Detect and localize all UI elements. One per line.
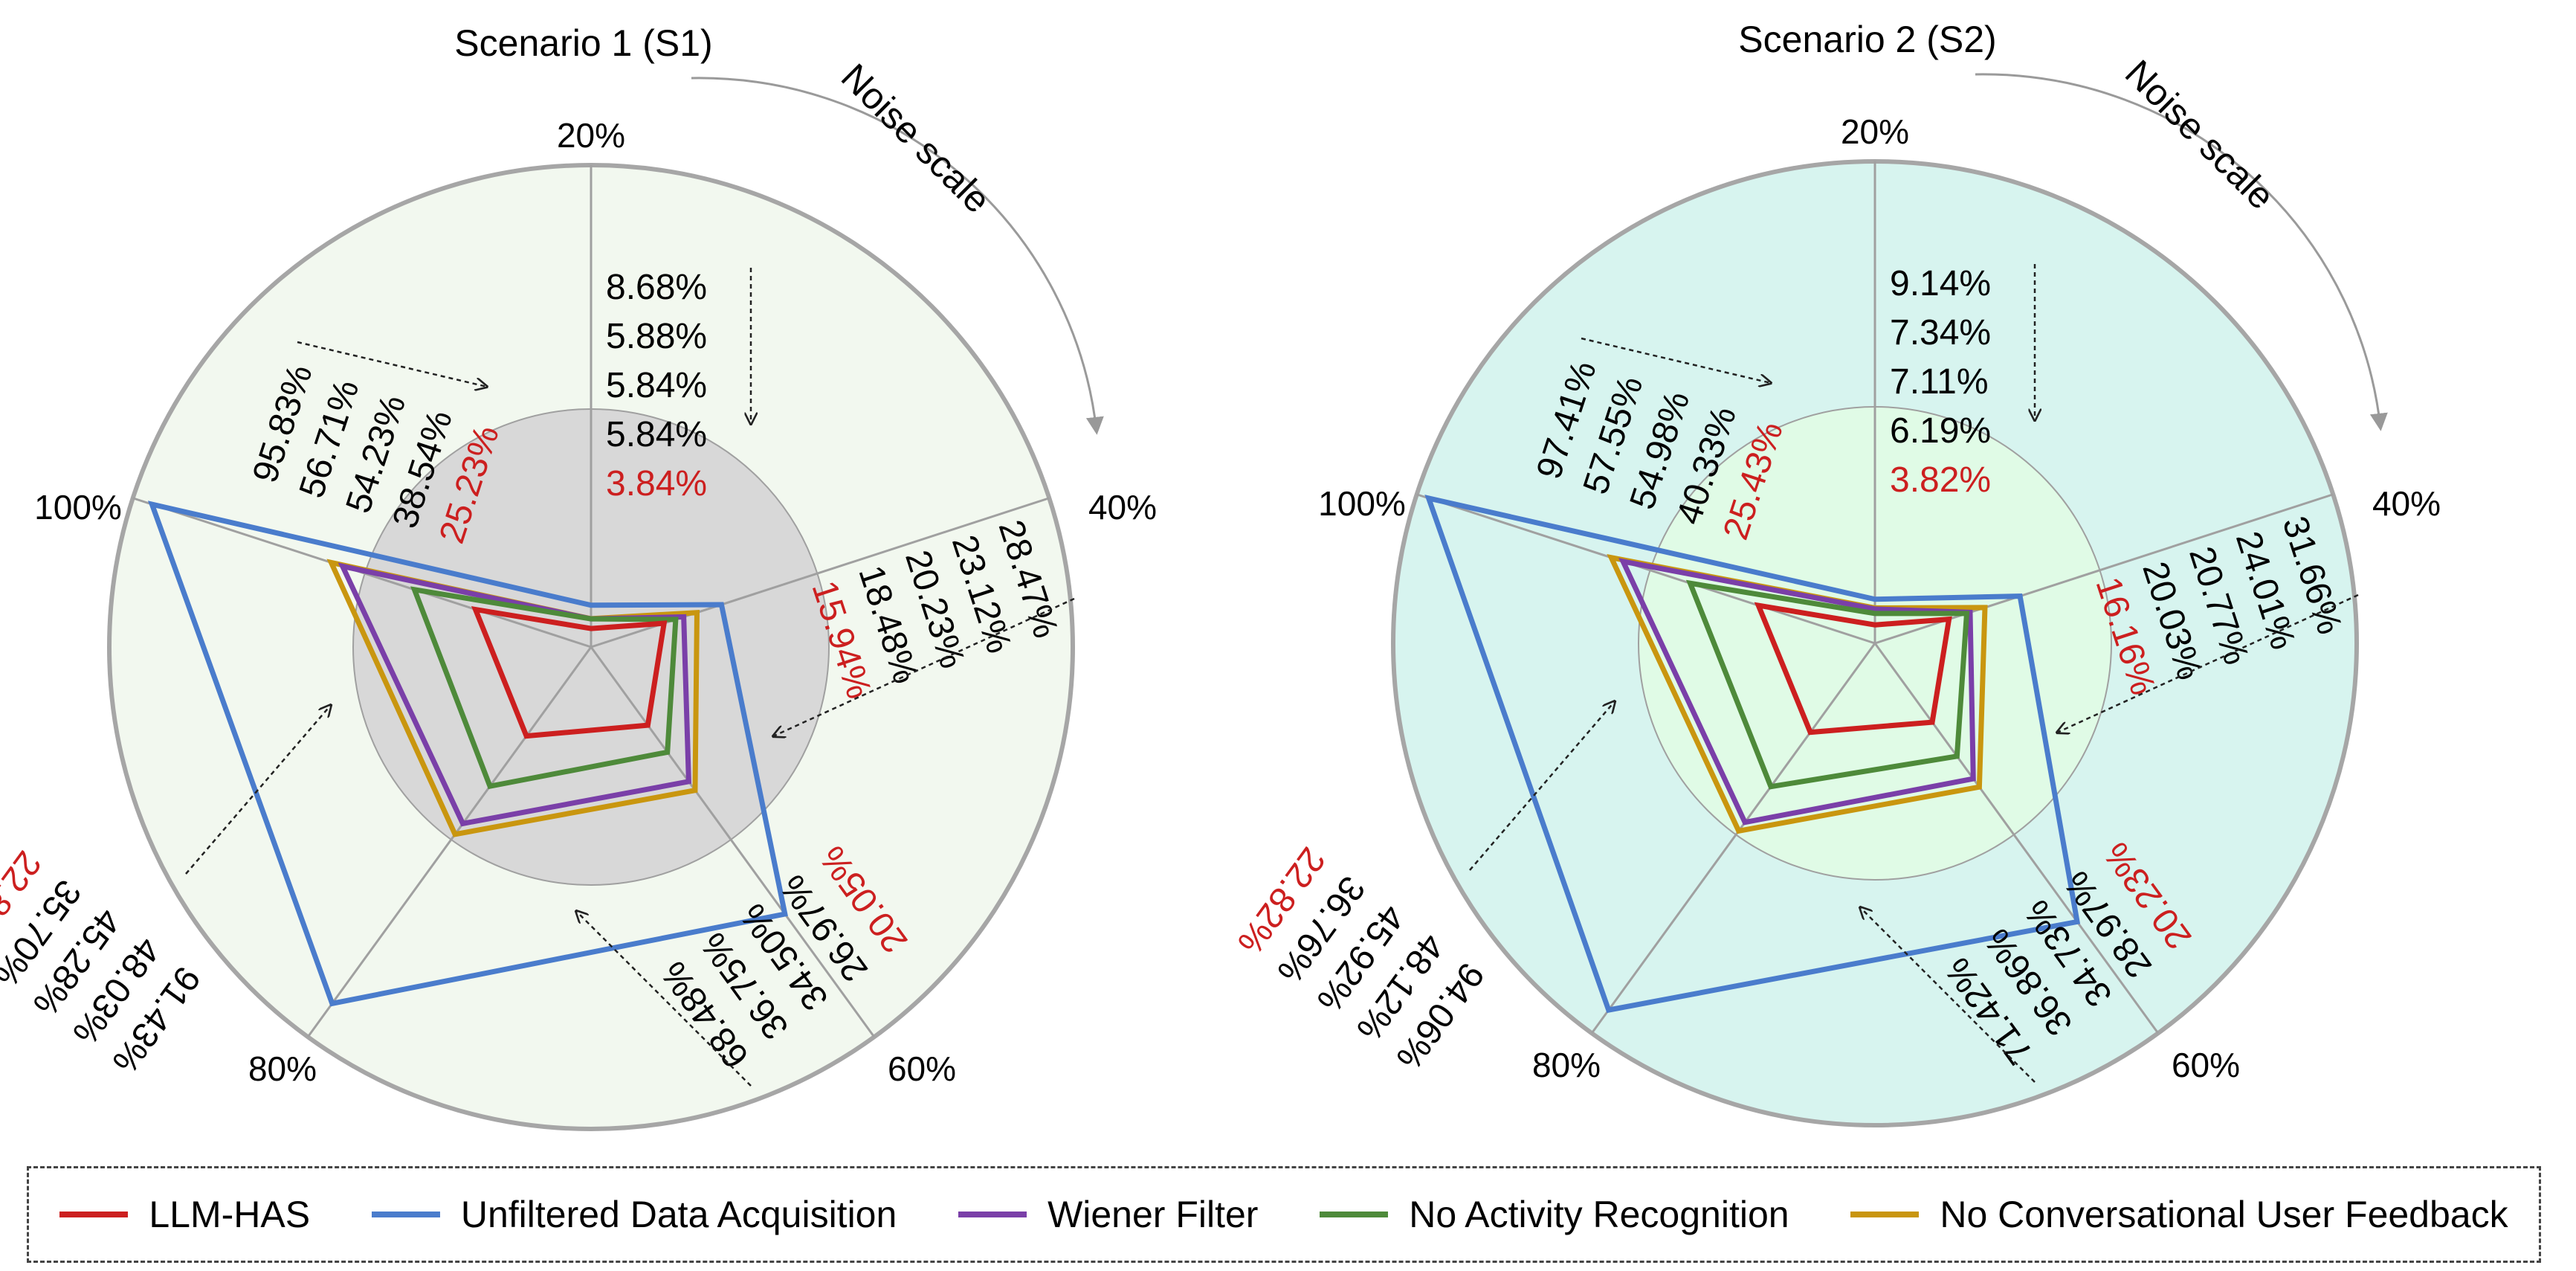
legend-item-llm-has: LLM-HAS	[59, 1193, 310, 1236]
axis-label-100: 100%	[1318, 484, 1406, 523]
value-label: 3.84%	[606, 464, 707, 503]
legend-swatch-unfiltered	[371, 1212, 440, 1217]
series-no-activity-recognition	[410, 586, 679, 790]
series-unfiltered-data-acquisition	[147, 501, 788, 1007]
legend-item-wiener: Wiener Filter	[958, 1193, 1258, 1236]
axis-label-60: 60%	[888, 1049, 956, 1088]
radar-spoke-100	[1416, 493, 1876, 645]
series-llm-has	[1754, 602, 1952, 736]
legend-item-unfiltered: Unfiltered Data Acquisition	[371, 1193, 897, 1236]
axis-label-100: 100%	[34, 488, 122, 527]
axis-label-40: 40%	[1088, 488, 1157, 527]
label-direction-arrow	[1860, 907, 2036, 1083]
value-label: 5.84%	[606, 415, 707, 454]
axis-label-40: 40%	[2372, 484, 2441, 523]
noise-scale-label: Noise scale	[833, 56, 998, 221]
axis-label-60: 60%	[2172, 1046, 2240, 1084]
legend-swatch-no-activity	[1320, 1212, 1389, 1217]
axis-label-20: 20%	[1841, 112, 1909, 151]
noise-scale-arrow	[1975, 73, 2388, 431]
value-label: 9.14%	[1890, 264, 1991, 303]
axis-label-20: 20%	[557, 116, 625, 155]
legend-label-wiener: Wiener Filter	[1047, 1194, 1259, 1235]
radar-panel-s1: 20% 40% 60% 80% 100% Scenario 1 (S1) Noise sca…	[0, 22, 1157, 1131]
legend-swatch-no-feedback	[1850, 1212, 1920, 1217]
radar-spoke-60	[590, 646, 876, 1038]
value-labels-20: 9.14% 7.34% 7.11% 6.19% 3.82%	[1890, 264, 1991, 500]
legend-label-no-activity: No Activity Recognition	[1409, 1194, 1789, 1235]
legend-label-llm-has: LLM-HAS	[149, 1194, 311, 1235]
label-direction-arrow	[185, 705, 331, 875]
legend: LLM-HAS Unfiltered Data Acquisition Wien…	[27, 1166, 2541, 1263]
value-label: 7.11%	[1890, 362, 1989, 402]
radar-spoke-80	[1590, 643, 1876, 1035]
value-label: 6.19%	[1890, 411, 1991, 451]
label-direction-arrow	[576, 911, 752, 1087]
label-direction-arrow	[773, 597, 1075, 736]
axis-label-80: 80%	[248, 1049, 317, 1088]
value-label: 3.82%	[1890, 460, 1991, 500]
series-llm-has	[471, 606, 668, 739]
legend-label-no-feedback: No Conversational User Feedback	[1940, 1194, 2508, 1235]
legend-swatch-wiener	[958, 1212, 1027, 1217]
legend-item-no-activity: No Activity Recognition	[1320, 1193, 1789, 1236]
legend-swatch-llm-has	[59, 1212, 129, 1217]
noise-scale-arrow	[691, 77, 1104, 435]
value-label: 5.84%	[606, 366, 707, 405]
axis-label-80: 80%	[1532, 1046, 1601, 1084]
radar-spoke-80	[306, 646, 593, 1038]
label-direction-arrow	[2057, 593, 2359, 733]
radar-spoke-60	[1873, 643, 2160, 1035]
value-label: 8.68%	[606, 268, 707, 307]
legend-item-no-feedback: No Conversational User Feedback	[1850, 1193, 2508, 1236]
value-label: 5.88%	[606, 317, 707, 356]
chart-title: Scenario 1 (S1)	[454, 22, 712, 64]
label-direction-arrow	[1469, 701, 1615, 871]
series-no-activity-recognition	[1685, 579, 1970, 790]
chart-title: Scenario 2 (S2)	[1738, 19, 1996, 60]
radar-spoke-40	[590, 497, 1050, 649]
value-labels-20: 8.68% 5.88% 5.84% 5.84% 3.84%	[606, 268, 707, 503]
legend-label-unfiltered: Unfiltered Data Acquisition	[460, 1194, 897, 1235]
value-label: 7.34%	[1890, 313, 1991, 353]
series-unfiltered-data-acquisition	[1424, 495, 2081, 1014]
noise-scale-label: Noise scale	[2117, 52, 2282, 217]
radar-panel-s2: 20% 40% 60% 80% 100% Scenario 2 (S2) Noise sca…	[1230, 19, 2441, 1127]
